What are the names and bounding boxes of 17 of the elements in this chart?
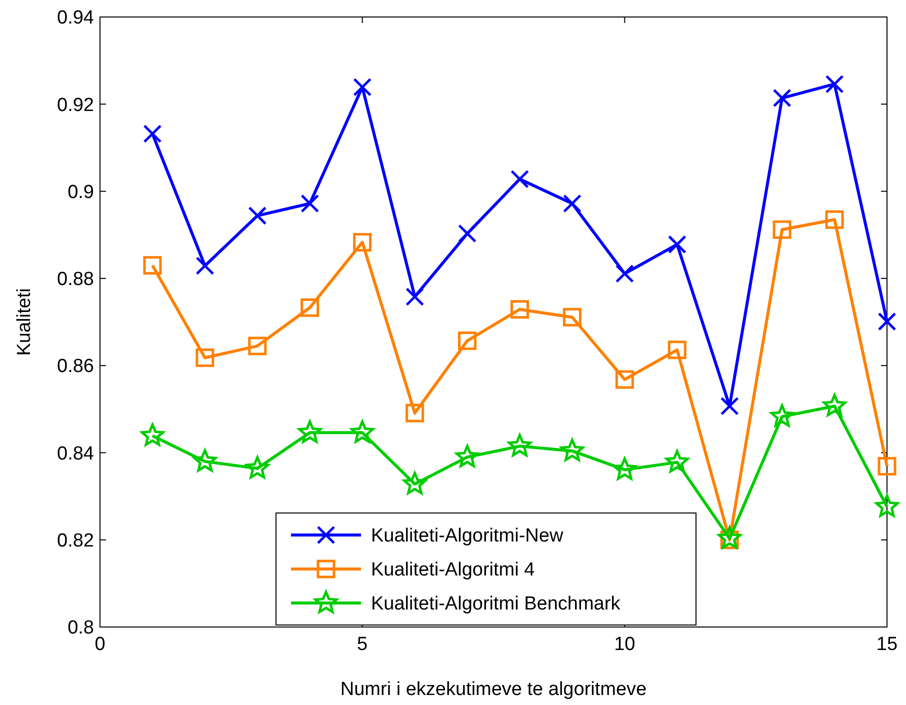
x-tick-label: 0 (94, 634, 106, 655)
legend-label: Kualiteti-Algoritmi Benchmark (371, 594, 621, 615)
x-tick-label: 15 (876, 634, 898, 655)
y-tick-label: 0.88 (57, 269, 94, 290)
y-axis-title: Kualiteti (14, 288, 35, 356)
legend-label: Kualiteti-Algoritmi-New (371, 526, 564, 547)
y-tick-label: 0.9 (68, 182, 94, 203)
x-axis-title: Numri i ekzekutimeve te algoritmeve (340, 679, 647, 700)
x-tick-label: 5 (357, 634, 368, 655)
x-tick-label: 10 (614, 634, 636, 655)
y-tick-label: 0.94 (57, 8, 94, 29)
y-tick-label: 0.84 (57, 443, 94, 464)
y-tick-label: 0.92 (57, 94, 94, 116)
y-tick-label: 0.86 (57, 356, 94, 378)
y-tick-label: 0.82 (57, 530, 94, 552)
legend-label: Kualiteti-Algoritmi 4 (371, 560, 536, 581)
y-tick-label: 0.8 (68, 618, 94, 639)
